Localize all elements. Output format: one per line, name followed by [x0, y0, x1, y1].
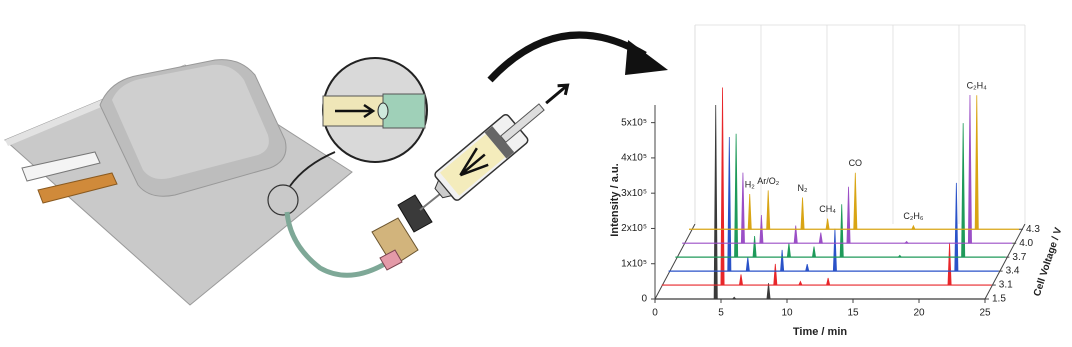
peak	[766, 190, 771, 230]
connector	[371, 189, 446, 271]
peak-label: N₂	[798, 183, 808, 193]
gas-tube	[284, 211, 390, 278]
flow-arrow	[335, 103, 376, 119]
peak	[904, 240, 910, 244]
magnifier	[322, 57, 428, 163]
z-tick-label: 1.5	[992, 294, 1006, 305]
tube-opening	[377, 102, 389, 120]
syringe-rod	[499, 103, 545, 143]
z-tick-label: 3.1	[999, 280, 1013, 291]
peak-label: H₂	[745, 179, 755, 189]
y-tick-label: 3x10⁵	[621, 188, 647, 199]
peak	[734, 133, 739, 258]
transfer-arrowhead	[625, 40, 668, 75]
transfer-arrow	[487, 31, 647, 83]
peak	[720, 87, 725, 286]
gas-arrows	[459, 147, 489, 177]
peak	[826, 277, 831, 286]
peak	[745, 256, 750, 272]
peak	[954, 182, 959, 272]
peak	[839, 204, 844, 258]
peak	[731, 296, 737, 300]
axis-depth-right	[984, 223, 1026, 300]
x-tick-label: 20	[913, 308, 925, 319]
septum-cap	[397, 194, 433, 233]
peak	[846, 186, 851, 244]
pouch-top	[112, 64, 269, 179]
peak	[853, 172, 858, 230]
z-tick-label: 4.0	[1019, 238, 1033, 249]
y-tick-label: 0	[641, 294, 647, 305]
syringe-plunger-head	[484, 126, 515, 159]
peak	[740, 172, 745, 244]
tab-positive	[21, 151, 101, 182]
peak	[747, 193, 752, 230]
peak	[766, 283, 771, 300]
x-tick-label: 10	[781, 308, 793, 319]
x-axis-title: Time / min	[793, 326, 847, 338]
z-axis-title: Cell Voltage / V	[1032, 226, 1065, 298]
peak	[825, 218, 830, 230]
peak	[727, 137, 732, 272]
syringe	[434, 83, 570, 201]
pouch-cell	[4, 59, 353, 306]
tube-end	[382, 93, 426, 129]
x-tick-label: 0	[652, 308, 658, 319]
peak	[811, 246, 817, 258]
peak	[897, 254, 903, 258]
peak	[752, 235, 757, 258]
x-tick-label: 15	[847, 308, 859, 319]
tab-negative	[37, 172, 118, 204]
pull-arrow	[545, 83, 570, 105]
peak	[974, 95, 979, 230]
peak	[947, 242, 952, 286]
zoom-spot	[267, 184, 299, 216]
peak	[832, 228, 837, 272]
peak	[798, 280, 803, 286]
peak	[818, 232, 823, 244]
x-tick-label: 5	[718, 308, 724, 319]
y-tick-label: 5x10⁵	[621, 117, 647, 128]
peak	[780, 249, 785, 272]
y-tick-label: 4x10⁵	[621, 153, 647, 164]
z-tick-label: 3.7	[1012, 252, 1026, 263]
zoom-connector	[289, 151, 336, 187]
x-tick-label: 25	[979, 308, 991, 319]
y-tick-label: 1x10⁵	[621, 258, 647, 269]
axis-depth-left	[654, 223, 696, 300]
peak	[738, 274, 744, 286]
peak-label: Ar/O₂	[757, 176, 780, 186]
peak	[961, 123, 966, 258]
peak	[800, 197, 805, 230]
peak-label: CH₄	[819, 204, 836, 214]
peak-label: C₂H₆	[903, 211, 923, 221]
y-axis-title: Intensity / a.u.	[609, 163, 621, 236]
syringe-tip	[434, 179, 453, 199]
peak	[786, 242, 791, 258]
peak	[773, 263, 778, 286]
peak	[793, 225, 798, 244]
z-tick-label: 4.3	[1026, 224, 1040, 235]
peak	[805, 263, 810, 272]
peak	[713, 104, 718, 300]
peak	[911, 224, 916, 230]
peak	[967, 95, 972, 244]
y-tick-label: 2x10⁵	[621, 223, 647, 234]
z-tick-label: 3.4	[1006, 266, 1020, 277]
peak-label: CO	[849, 158, 863, 168]
fitting-seal	[379, 249, 403, 271]
peak-label: C₂H₄	[967, 81, 987, 91]
